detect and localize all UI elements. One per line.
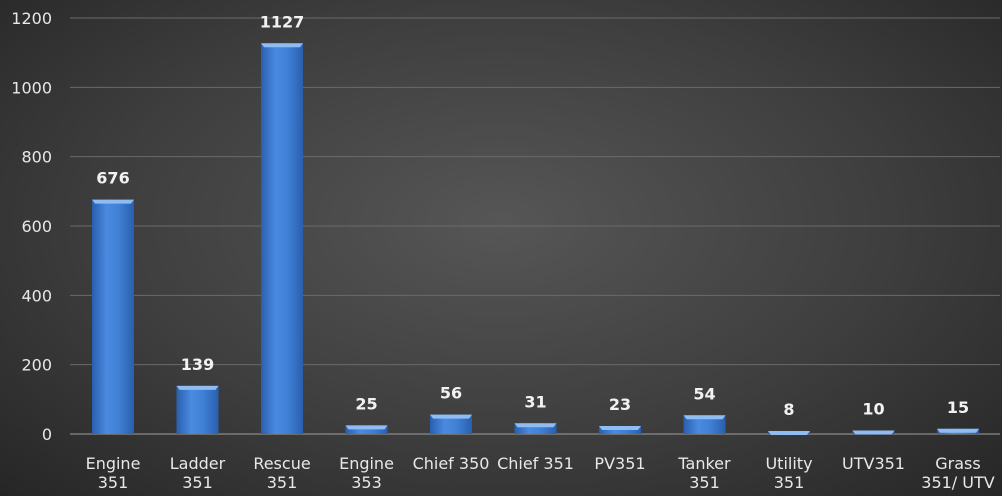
y-tick-label: 1200 bbox=[11, 9, 52, 28]
bar bbox=[261, 43, 303, 434]
data-label: 15 bbox=[947, 398, 969, 417]
data-label: 56 bbox=[440, 384, 462, 403]
y-axis: 0 200 400 600 800 1000 1200 bbox=[11, 9, 52, 444]
data-label: 139 bbox=[181, 355, 214, 374]
bar-bevel bbox=[683, 415, 726, 420]
bar-bevel bbox=[261, 43, 303, 48]
y-tick-label: 600 bbox=[21, 217, 52, 236]
bar-bevel bbox=[430, 414, 472, 419]
gridlines bbox=[70, 17, 1000, 435]
x-tick-label: 351 bbox=[774, 473, 805, 492]
x-tick-label: Rescue bbox=[253, 454, 310, 473]
bar-bevel bbox=[768, 431, 810, 435]
y-tick-label: 200 bbox=[21, 356, 52, 375]
bar bbox=[430, 414, 472, 434]
data-label: 31 bbox=[524, 392, 546, 411]
x-tick-label: Ladder bbox=[170, 454, 226, 473]
y-tick-label: 800 bbox=[21, 148, 52, 167]
bar-bevel bbox=[514, 423, 557, 428]
x-tick-label: Grass bbox=[935, 454, 980, 473]
x-tick-label: 351 bbox=[98, 473, 129, 492]
data-labels: 676 139 1127 25 56 31 23 54 8 10 15 bbox=[96, 12, 969, 419]
x-tick-label: 351 bbox=[689, 473, 720, 492]
x-tick-label: Chief 351 bbox=[497, 454, 574, 473]
x-tick-label: 353 bbox=[351, 473, 382, 492]
y-tick-label: 400 bbox=[21, 286, 52, 305]
bars bbox=[92, 43, 979, 435]
data-label: 8 bbox=[783, 400, 794, 419]
data-label: 25 bbox=[355, 394, 377, 413]
x-tick-label: 351 bbox=[267, 473, 298, 492]
data-label: 23 bbox=[609, 395, 631, 414]
bar bbox=[176, 385, 219, 434]
bar bbox=[345, 425, 388, 434]
y-tick-label: 0 bbox=[42, 425, 52, 444]
x-tick-label: Utility bbox=[765, 454, 812, 473]
data-label: 1127 bbox=[260, 12, 305, 31]
x-tick-label: 351 bbox=[182, 473, 213, 492]
data-label: 10 bbox=[862, 400, 884, 419]
x-tick-label: Engine bbox=[86, 454, 141, 473]
x-tick-label: 351/ UTV bbox=[921, 473, 995, 492]
x-tick-label: Chief 350 bbox=[413, 454, 490, 473]
bar-bevel bbox=[345, 425, 388, 430]
x-axis: Engine351Ladder351Rescue351Engine353Chie… bbox=[86, 454, 995, 492]
bar-bevel bbox=[937, 428, 979, 433]
x-tick-label: Tanker bbox=[677, 454, 731, 473]
bar bbox=[683, 415, 726, 434]
data-label: 54 bbox=[693, 384, 715, 403]
x-tick-label: Engine bbox=[339, 454, 394, 473]
data-label: 676 bbox=[96, 169, 129, 188]
x-tick-label: UTV351 bbox=[842, 454, 905, 473]
bar-bevel bbox=[176, 385, 219, 390]
bar-bevel bbox=[92, 199, 134, 204]
bar-bevel bbox=[852, 430, 895, 435]
bar-bevel bbox=[599, 426, 641, 431]
x-tick-label: PV351 bbox=[594, 454, 645, 473]
bar bbox=[514, 423, 557, 434]
bar bbox=[92, 199, 134, 434]
y-tick-label: 1000 bbox=[11, 78, 52, 97]
